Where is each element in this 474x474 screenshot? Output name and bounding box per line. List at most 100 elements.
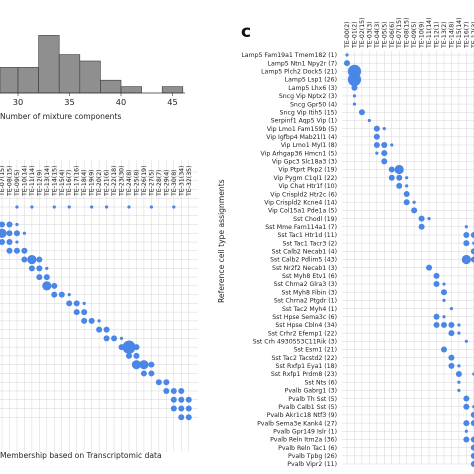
right-row-label: Sst Crhr2 Efemp1 (22) [268,330,337,337]
right-membership-dot [433,321,440,328]
right-membership-dot [373,141,380,148]
right-membership-dot [461,254,471,265]
right-row-label: Sst Chrna2 Glra3 (3) [274,281,337,288]
histogram-bar [17,67,39,94]
right-membership-dot [464,225,468,229]
right-column-label: TE-05(5) [381,21,388,49]
left-membership-dot [6,230,13,237]
left-membership-dot [88,317,95,324]
left-membership-dot [170,405,177,412]
histogram-bar [58,54,81,94]
right-membership-dot [405,176,409,180]
right-membership-dot [388,166,395,173]
left-membership-dot [73,309,80,316]
right-row-label: Sst Myh8 Fibin (3) [282,289,338,296]
right-column-label: TE-17(3) [471,21,474,49]
right-membership-dot [463,395,470,402]
right-membership-dot [405,184,409,188]
left-membership-dot [81,317,88,324]
right-row-label: Sst Crh 4930553C11Rik (3) [253,339,337,346]
left-membership-dot [172,205,176,209]
histogram-x-axis-label: Number of mixture components [0,112,121,121]
left-membership-dot [15,205,19,209]
right-membership-dot [457,380,461,384]
left-dot-matrix: TE-07(15) TE-08(15) TE-09(5) TE-10(14) TE-11… [0,160,198,460]
left-membership-dot [13,247,20,254]
right-membership-dot [448,354,455,361]
right-membership-dot [470,411,474,418]
left-column-label: TE-10(14) [21,166,28,198]
left-column-label: TE-24(8) [126,169,133,197]
right-column-label: TE-16(7) [463,21,470,49]
left-membership-dot [96,326,103,333]
histogram-tick-label: 40 [116,97,126,107]
right-column-label: TE-01(2) [351,21,358,49]
right-dot-matrix: c TE-00(2) TE-01(2) TE-02(15) TE-03(3) TE-04… [217,18,474,468]
right-row-label: Vip Col15a1 Pde1a (5) [268,208,337,215]
right-row-label: Sst Nts (6) [304,379,337,386]
right-row-label: Pvalb Calb1 Sst (5) [278,404,337,411]
left-membership-dot [81,309,88,316]
right-row-label: Vip Chat Htr1f (10) [278,183,337,190]
left-column-label: TE-29(4) [163,169,170,197]
right-row-label: Vip Pygm C1ql1 (22) [273,175,337,182]
right-membership-dot [470,461,474,467]
left-membership-dot [15,240,19,244]
left-column-label: TE-22(18) [111,166,118,198]
right-membership-dot [390,143,394,147]
right-membership-dot [470,231,474,238]
right-membership-dot [412,200,416,204]
histogram-bar [38,35,60,94]
left-membership-dot [6,247,13,254]
left-membership-dot [30,205,34,209]
left-column-label: TE-11(14) [29,166,36,198]
left-membership-dot [45,266,49,270]
left-membership-dot [149,205,153,209]
left-membership-dot [178,405,185,412]
right-column-label: TE-14(8) [448,21,455,49]
right-membership-dot [440,289,447,296]
left-membership-dot [127,205,131,209]
right-row-label: Sst Tac2 Myh4 (1) [282,306,337,313]
left-column-label: TE-12(9) [36,169,43,197]
right-membership-dot [373,133,380,140]
right-membership-dot [427,217,431,221]
histogram-panel: 30 35 40 45 Number of mixture components [0,35,185,121]
right-row-label: Lamp5 Plch2 Dock5 (21) [261,69,337,76]
histogram-bar [120,86,142,94]
left-membership-dot [131,360,142,370]
left-membership-dot [139,360,149,370]
right-membership-dot [470,256,474,263]
right-membership-dot [463,436,470,443]
right-membership-dot [470,452,474,459]
left-column-label: TE-18(4) [81,169,88,197]
right-column-label: TE-08(15) [404,18,411,50]
right-membership-dot [352,102,357,106]
right-row-label: Vip Ptprt Pkp2 (19) [278,167,337,174]
right-row-label: Pvalb Gpr149 Islr (1) [273,428,337,435]
left-membership-dot [163,387,170,394]
left-membership-dot [22,231,27,235]
right-column-label: TE-15(14) [456,18,463,50]
left-column-label: TE-16(7) [66,169,73,197]
right-row-label: Vip Crispld2 Htr2c (6) [270,191,337,198]
right-row-label: Sst Calb2 Pdlim5 (43) [270,257,337,264]
right-row-label: Sst Nr2f2 Necab1 (3) [272,265,337,272]
right-membership-dot [381,150,388,157]
right-row-label: Lamp5 Ntn1 Npy2r (7) [268,60,337,67]
left-column-label: TE-15(4) [59,169,66,197]
left-membership-dot [185,396,192,403]
right-column-label: TE-04(3) [374,21,381,49]
right-membership-dot [403,191,410,198]
right-row-label: Sst Mme Fam114a1 (7) [265,224,337,231]
right-membership-dot [345,53,349,57]
right-membership-dot [442,282,446,286]
left-membership-dot [21,247,28,254]
left-membership-dot [0,221,5,228]
right-membership-dot [442,298,446,302]
right-row-label: Sst Tac2 Tacstd2 (22) [271,355,337,362]
right-membership-dot [388,174,395,181]
right-row-label: Vip Arhgap36 Hmcn1 (5) [261,150,337,157]
right-row-label: Vip Crispld2 Kcne4 (14) [264,199,337,206]
left-membership-dot [178,387,185,394]
